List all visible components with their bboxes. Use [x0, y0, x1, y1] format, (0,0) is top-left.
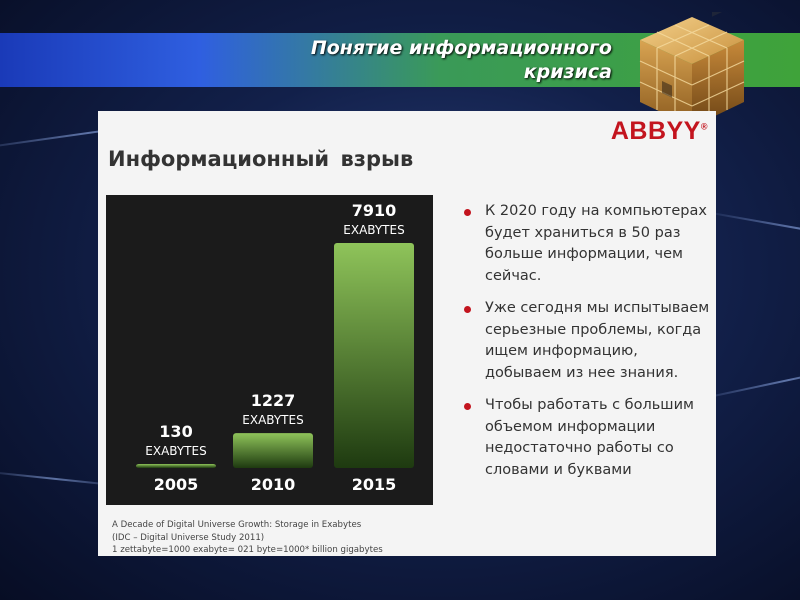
bar-category-label: 2010 — [251, 475, 296, 494]
bullet-text: Чтобы работать с большим объемом информа… — [485, 397, 694, 478]
source-line: 1 zettabyte=1000 exabyte= 021 byte=1000*… — [112, 545, 383, 555]
bullet-dot-icon — [464, 209, 471, 216]
slide-heading: Информационный взрыв — [108, 147, 414, 171]
list-item: Уже сегодня мы испытываем серьезные проб… — [460, 298, 710, 384]
bar-value-label: 7910 — [352, 201, 397, 220]
page-title-line-1: Понятие информационного — [310, 37, 612, 59]
chart-bar — [334, 243, 414, 468]
source-caption: A Decade of Digital Universe Growth: Sto… — [112, 519, 442, 557]
bar-value-label: 1227 — [251, 391, 296, 410]
page-title: Понятие информационного кризиса — [192, 36, 612, 84]
bar-category-label: 2005 — [154, 475, 199, 494]
bar-unit-label: EXABYTES — [242, 413, 303, 427]
chart-bar — [136, 464, 216, 468]
bullet-list: К 2020 году на компьютерах будет хранить… — [460, 201, 710, 492]
page-title-line-2: кризиса — [523, 61, 612, 83]
bar-chart: EXABYTES 130 2005 EXABYTES 1227 2010 EXABYTES 7… — [106, 195, 433, 505]
bar-unit-label: EXABYTES — [145, 444, 206, 458]
bullet-text: Уже сегодня мы испытываем серьезные проб… — [485, 300, 710, 381]
bullet-dot-icon — [464, 306, 471, 313]
list-item: К 2020 году на компьютерах будет хранить… — [460, 201, 710, 287]
bar-unit-label: EXABYTES — [343, 223, 404, 237]
bullet-text: К 2020 году на компьютерах будет хранить… — [485, 203, 707, 284]
list-item: Чтобы работать с большим объемом информа… — [460, 395, 710, 481]
bar-category-label: 2015 — [352, 475, 397, 494]
chart-bar — [233, 433, 313, 468]
registered-mark: ® — [700, 121, 708, 132]
logo-text: ABBYY — [610, 117, 701, 145]
slide-panel: ABBYY® Информационный взрыв EXABYTES 130 2… — [98, 111, 716, 556]
source-line: (IDC – Digital Universe Study 2011) — [112, 532, 265, 543]
abbyy-logo: ABBYY® — [611, 117, 708, 146]
bullet-dot-icon — [464, 403, 471, 410]
source-line: A Decade of Digital Universe Growth: Sto… — [112, 520, 362, 530]
bar-value-label: 130 — [159, 422, 192, 441]
cube-image — [639, 12, 745, 127]
